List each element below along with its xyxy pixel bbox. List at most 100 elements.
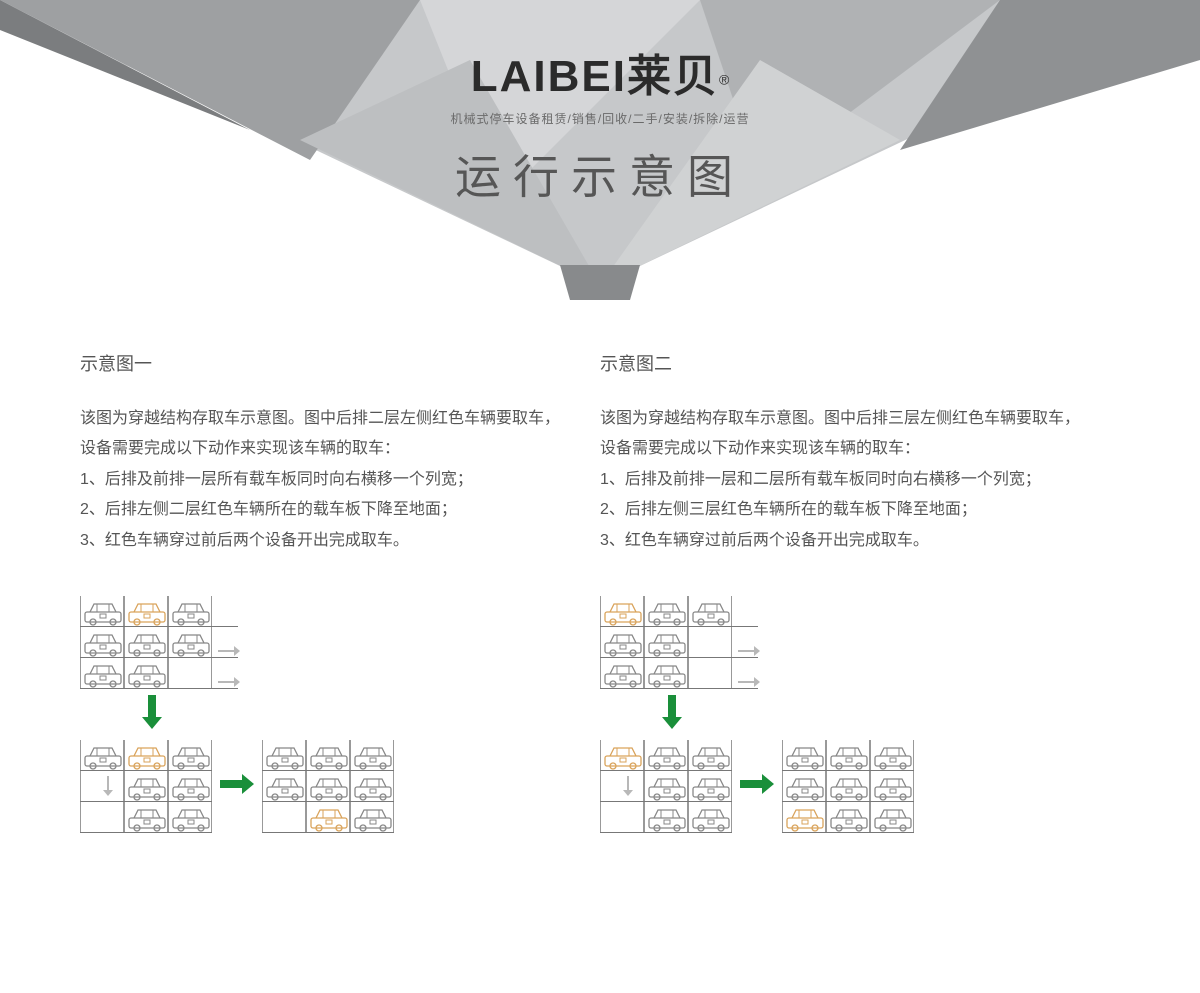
parking-slot	[644, 802, 688, 832]
rack-level	[600, 740, 732, 771]
column-2-para-2: 2、后排左侧三层红色车辆所在的载车板下降至地面；	[600, 495, 1080, 525]
parking-slot	[262, 740, 306, 770]
parking-slot	[306, 771, 350, 801]
parking-slot	[870, 771, 914, 801]
brand-tagline: 机械式停车设备租赁/销售/回收/二手/安装/拆除/运营	[0, 110, 1200, 127]
parking-slot	[80, 596, 124, 626]
parking-slot	[124, 596, 168, 626]
parking-slot	[600, 658, 644, 688]
rack-level	[782, 802, 914, 833]
parking-slot	[80, 802, 124, 832]
parking-slot	[782, 771, 826, 801]
rack-level	[600, 596, 758, 627]
parking-rack	[782, 740, 914, 833]
down-arrow-icon	[142, 695, 560, 734]
rack-level	[80, 658, 238, 689]
column-2-para-0: 该图为穿越结构存取车示意图。图中后排三层左侧红色车辆要取车，设备需要完成以下动作…	[600, 404, 1080, 465]
parking-slot	[350, 771, 394, 801]
parking-slot	[600, 802, 644, 832]
parking-slot	[644, 596, 688, 626]
parking-slot	[688, 802, 732, 832]
parking-rack	[262, 740, 394, 833]
rack-level	[782, 740, 914, 771]
parking-slot	[306, 740, 350, 770]
column-2-para-3: 3、红色车辆穿过前后两个设备开出完成取车。	[600, 526, 1080, 556]
parking-slot	[80, 627, 124, 657]
brand-name: LAIBEI莱贝®	[0, 40, 1200, 104]
parking-slot	[600, 596, 644, 626]
parking-slot	[168, 771, 212, 801]
stage-row	[600, 740, 1080, 833]
rack-level	[80, 740, 212, 771]
parking-slot	[688, 771, 732, 801]
rack-level	[80, 802, 212, 833]
rack-level	[80, 771, 212, 802]
column-2-diagrams	[600, 596, 1080, 833]
parking-slot	[168, 658, 212, 688]
parking-slot	[124, 740, 168, 770]
column-1: 示意图一 该图为穿越结构存取车示意图。图中后排二层左侧红色车辆要取车，设备需要完…	[80, 350, 600, 833]
registered-icon: ®	[719, 72, 729, 88]
column-1-para-3: 3、红色车辆穿过前后两个设备开出完成取车。	[80, 526, 560, 556]
parking-slot	[168, 596, 212, 626]
parking-slot	[782, 802, 826, 832]
parking-slot	[168, 740, 212, 770]
lower-arrow-icon	[102, 776, 114, 801]
parking-slot	[644, 658, 688, 688]
column-1-body: 该图为穿越结构存取车示意图。图中后排二层左侧红色车辆要取车，设备需要完成以下动作…	[80, 404, 560, 556]
parking-slot	[644, 740, 688, 770]
parking-slot	[262, 771, 306, 801]
parking-slot	[688, 627, 732, 657]
rack-level	[80, 596, 238, 627]
parking-slot	[168, 802, 212, 832]
stage-3	[782, 740, 914, 833]
stage-1	[600, 596, 758, 689]
parking-slot	[80, 658, 124, 688]
right-arrow-icon	[220, 774, 254, 799]
parking-slot	[124, 771, 168, 801]
down-arrow-icon	[662, 695, 1080, 734]
rack-level	[600, 802, 732, 833]
parking-slot	[262, 802, 306, 832]
column-1-diagrams	[80, 596, 560, 833]
parking-slot	[688, 596, 732, 626]
column-1-para-1: 1、后排及前排一层所有载车板同时向右横移一个列宽；	[80, 465, 560, 495]
parking-slot	[350, 802, 394, 832]
content-columns: 示意图一 该图为穿越结构存取车示意图。图中后排二层左侧红色车辆要取车，设备需要完…	[0, 350, 1200, 833]
parking-slot	[80, 740, 124, 770]
parking-slot	[644, 627, 688, 657]
stage-3	[262, 740, 394, 833]
right-arrow-icon	[740, 774, 774, 799]
rack-level	[600, 771, 732, 802]
rack-level	[600, 627, 758, 658]
column-2-title: 示意图二	[600, 350, 1080, 376]
column-1-title: 示意图一	[80, 350, 560, 376]
column-2-para-1: 1、后排及前排一层和二层所有载车板同时向右横移一个列宽；	[600, 465, 1080, 495]
parking-slot	[644, 771, 688, 801]
parking-slot	[782, 740, 826, 770]
stage-2	[600, 740, 732, 833]
rack-level	[262, 740, 394, 771]
shift-arrow-icon	[218, 676, 238, 688]
parking-rack	[600, 596, 758, 689]
stage-row	[80, 740, 560, 833]
header-banner: LAIBEI莱贝® 机械式停车设备租赁/销售/回收/二手/安装/拆除/运营 运行…	[0, 0, 1200, 300]
parking-rack	[80, 596, 238, 689]
parking-slot	[600, 627, 644, 657]
parking-slot	[600, 740, 644, 770]
parking-slot	[124, 627, 168, 657]
stage-1	[80, 596, 238, 689]
column-1-para-2: 2、后排左侧二层红色车辆所在的载车板下降至地面；	[80, 495, 560, 525]
shift-arrow-icon	[738, 676, 758, 688]
parking-slot	[124, 802, 168, 832]
column-1-para-0: 该图为穿越结构存取车示意图。图中后排二层左侧红色车辆要取车，设备需要完成以下动作…	[80, 404, 560, 465]
parking-slot	[870, 802, 914, 832]
column-2-body: 该图为穿越结构存取车示意图。图中后排三层左侧红色车辆要取车，设备需要完成以下动作…	[600, 404, 1080, 556]
column-2: 示意图二 该图为穿越结构存取车示意图。图中后排三层左侧红色车辆要取车，设备需要完…	[600, 350, 1120, 833]
parking-slot	[870, 740, 914, 770]
parking-slot	[688, 740, 732, 770]
rack-level	[80, 627, 238, 658]
rack-level	[262, 802, 394, 833]
parking-slot	[168, 627, 212, 657]
stage-2	[80, 740, 212, 833]
